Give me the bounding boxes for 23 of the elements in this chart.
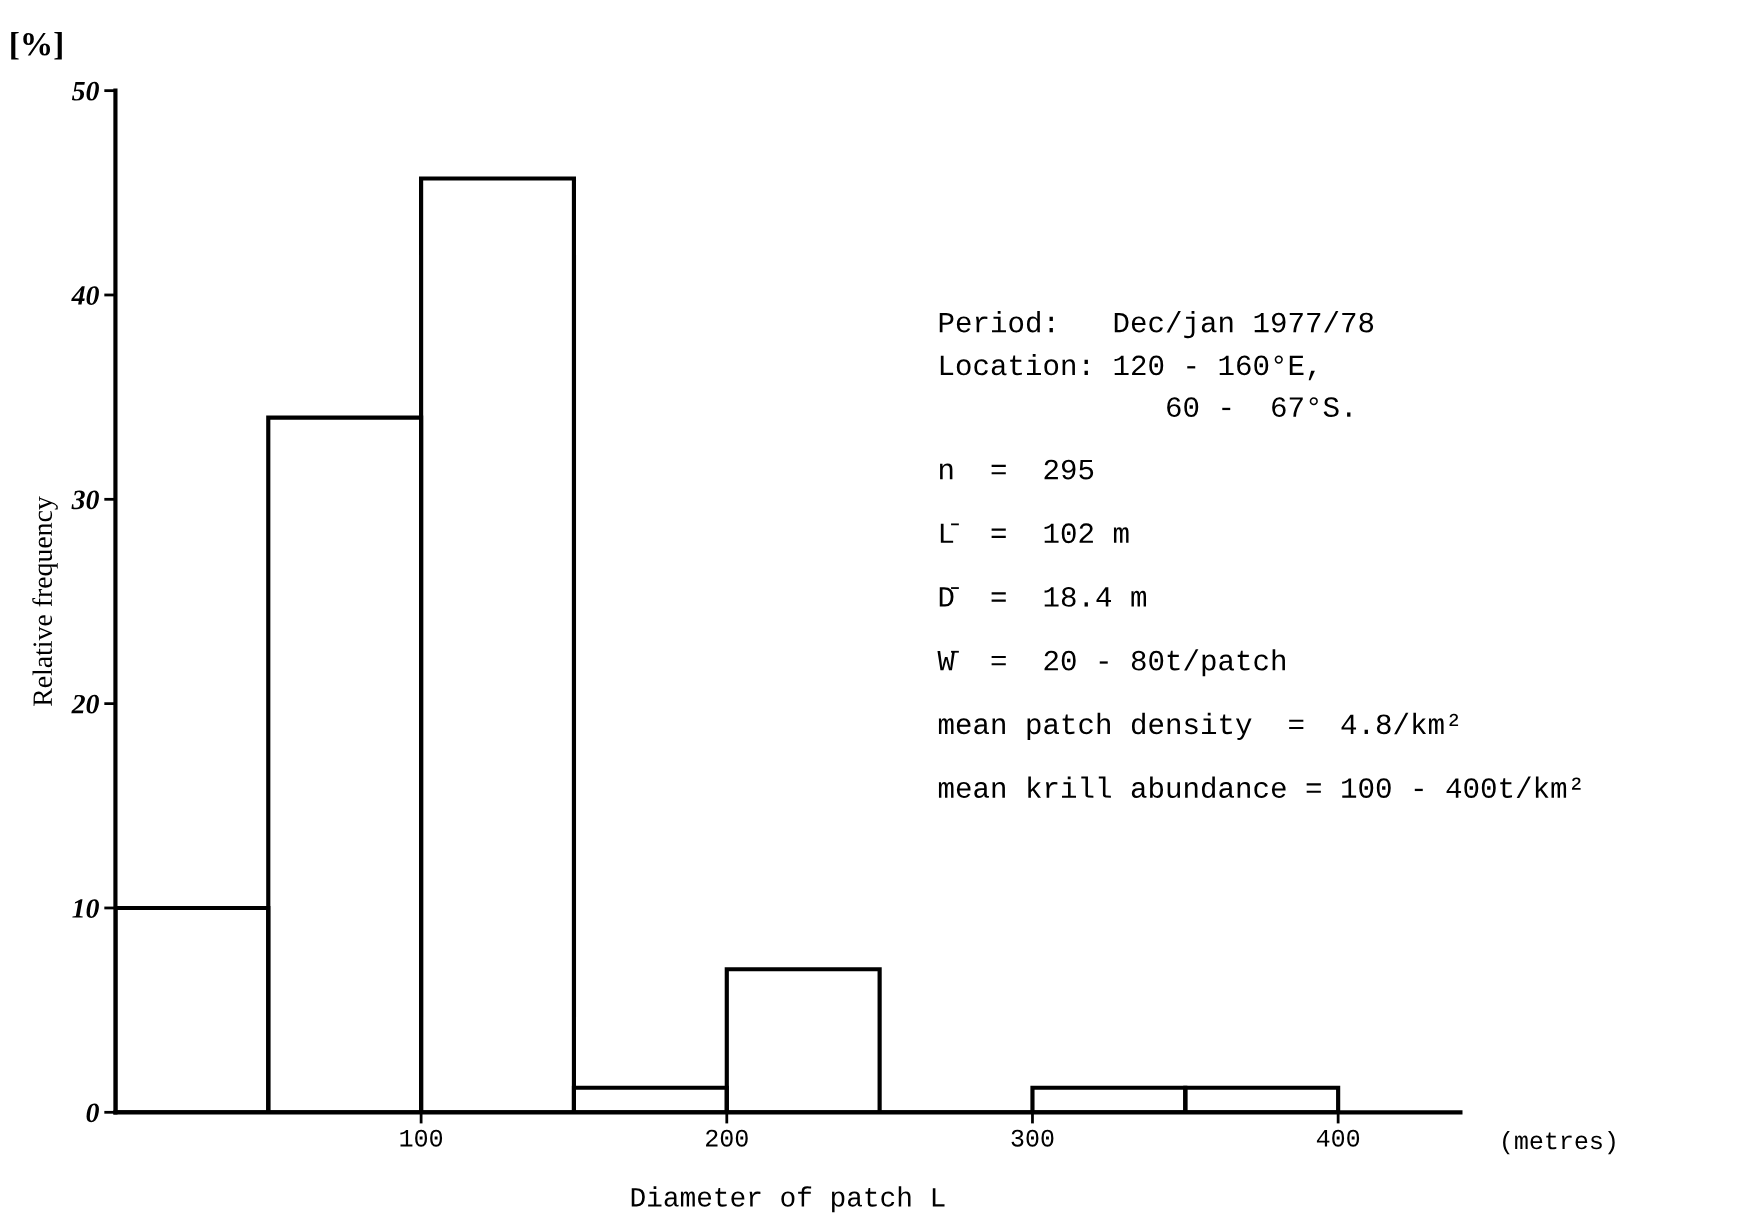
y-tick-label: 10 [72,899,99,918]
annotation: mean patch density = 4.8/km² [938,712,1459,741]
y-axis-title: Relative frequency [32,496,58,706]
x-tick-label: 200 [706,1129,748,1147]
annotation: L̄ = 102 m [940,523,1129,544]
x-tick-label: 100 [400,1129,443,1147]
y-tick-label: 20 [71,694,99,714]
annotation: D̄ = 18.4 m [939,587,1147,607]
y-tick-label: 30 [71,490,99,510]
x-axis-title: Diameter of patch L [631,1186,945,1213]
x-tick-label: 400 [1316,1129,1360,1147]
y-tick-label: 40 [71,286,99,305]
y-tick-label: 0 [86,1103,99,1123]
annotation: Location: 120 - 160°E, [940,353,1315,381]
annotation: Period: Dec/jan 1977/78 [939,311,1374,339]
annotation: n = 295 [940,459,1094,480]
y-tick-label: 50 [72,81,99,101]
annotation: 60 - 67°S. [1167,397,1351,417]
annotation: W̄ = 20 - 80t/patch [937,649,1285,677]
text: [%] [11,31,62,60]
text: (metres) [1503,1130,1615,1155]
x-tick-label: 300 [1011,1129,1054,1147]
annotation: mean krill abundance = 100 - 400t/km² [938,776,1581,799]
